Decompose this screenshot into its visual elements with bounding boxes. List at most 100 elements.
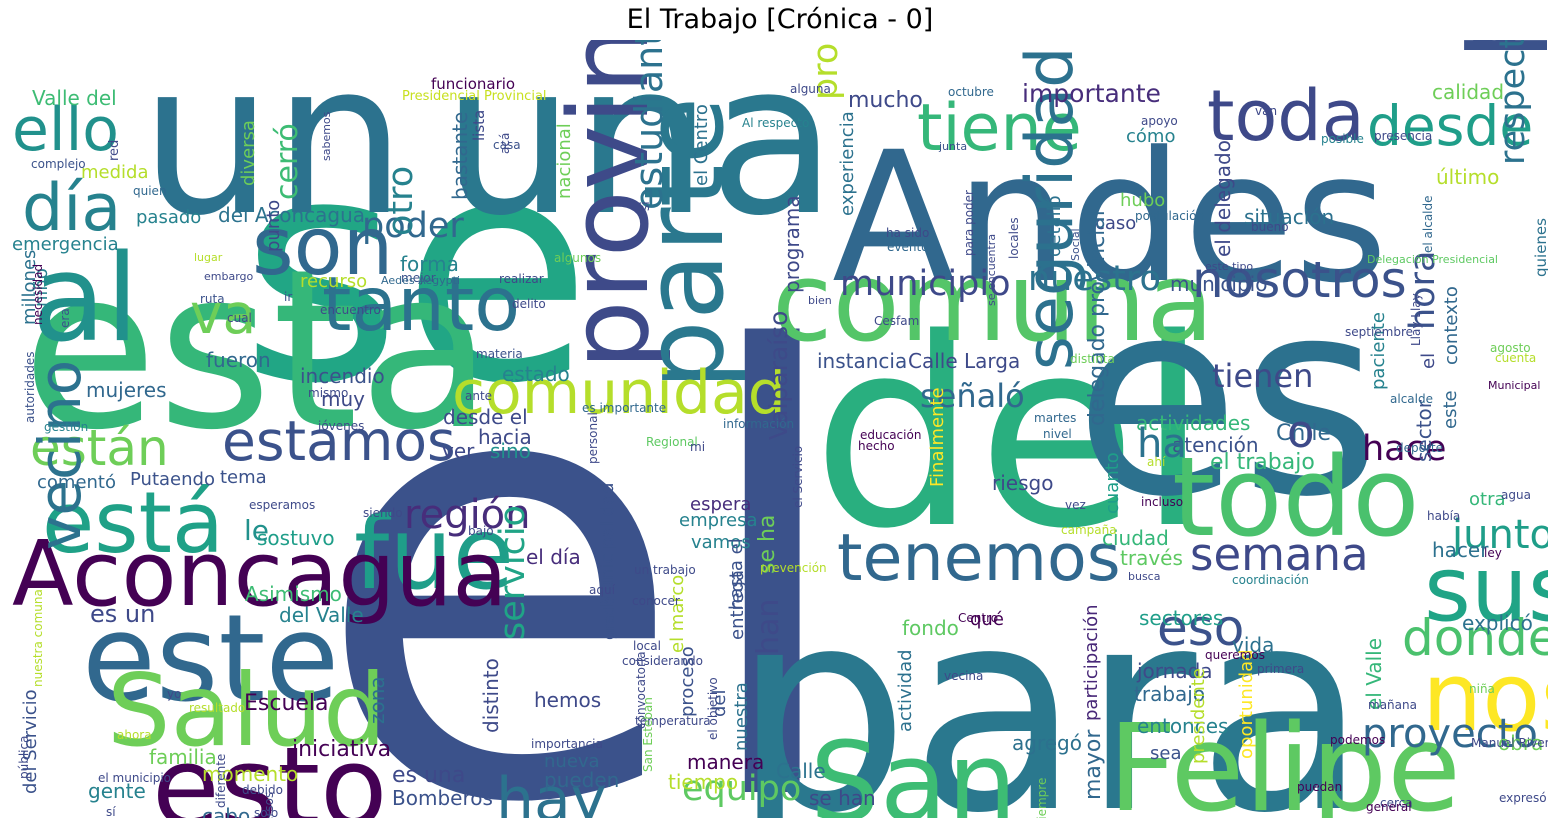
word-siempre: siempre — [1035, 778, 1049, 818]
word-nuestra-comuna: nuestra comuna — [31, 589, 45, 687]
word-forma: forma — [400, 252, 459, 276]
word-agosto: agosto — [1490, 341, 1531, 355]
word-siendo: siendo — [363, 506, 403, 520]
word-si: si — [638, 201, 652, 211]
word-proceso: proceso — [677, 646, 698, 717]
word-hacer: hacer — [1432, 538, 1489, 562]
word-mayor: mayor — [1081, 729, 1106, 800]
word-publica: pública — [17, 736, 31, 779]
word-deporte: deporte — [1396, 441, 1443, 455]
word-ir: ir — [284, 290, 292, 304]
word-otra: otra — [1469, 489, 1506, 510]
word-ahi: ahí — [1147, 455, 1166, 469]
word-un-trabajo: un trabajo — [634, 563, 696, 577]
word-agrego: agregó — [1012, 731, 1082, 755]
word-finalmente: Finalmente — [927, 387, 948, 487]
word-del-servicio: del Servicio — [20, 689, 41, 794]
word-martes: martes — [1034, 411, 1076, 425]
word-ultimo: último — [1436, 165, 1499, 189]
word-tienen: tienen — [1212, 357, 1313, 395]
word-prevencion: prevención — [760, 561, 827, 575]
word-entrega: entrega — [727, 570, 748, 640]
word-delegacion-presidencial: Delegación Presidencial — [1367, 253, 1498, 266]
word-diversos: diversos — [262, 792, 276, 818]
word-importancia: importancia — [531, 737, 603, 751]
word-quien: quien — [133, 184, 167, 198]
word-delito: delito — [512, 297, 546, 311]
word-alcalde: alcalde — [1390, 392, 1433, 406]
word-conocer: conocer — [632, 594, 680, 608]
word-el-centro: el Centro — [691, 104, 712, 186]
word-ley: ley — [1484, 546, 1502, 560]
word-esta: esta — [22, 222, 493, 478]
word-nueva: nueva — [544, 751, 600, 772]
word-distinto: distinto — [479, 658, 503, 733]
word-nos: nos — [1422, 643, 1548, 753]
word-dia: día — [22, 171, 121, 246]
word-muy: muy — [321, 387, 365, 411]
word-municipio: municipio — [1170, 272, 1267, 296]
word-estamos: estamos — [222, 409, 456, 473]
word-expreso: expresó — [1499, 791, 1547, 805]
word-provincia: provincia — [545, 40, 673, 370]
word-entonces: entonces — [1137, 714, 1228, 738]
word-mismo: mismo — [308, 386, 348, 400]
word-convocatoria: convocatoria — [634, 651, 648, 729]
word-se: se — [240, 91, 592, 452]
word-algunos: algunos — [554, 251, 601, 265]
word-fue: fue — [354, 495, 514, 612]
word-jornada: jornada — [1136, 659, 1213, 683]
word-campana: campaña — [1061, 523, 1117, 537]
word-hecho: hecho — [858, 439, 895, 453]
word-cloud: elseunaunparadelesestaAndestodocomunaper… — [12, 40, 1548, 818]
word-fueron: fueron — [206, 348, 271, 372]
word-putaendo: Putaendo — [130, 469, 215, 490]
word-se-encuentra: se encuentra — [985, 234, 998, 306]
word-nacional: nacional — [554, 123, 575, 199]
word-estudiante: estudiante — [627, 40, 671, 210]
word-trabajo: trabajo — [1134, 682, 1205, 706]
word-persona: persona — [1422, 40, 1548, 60]
word-complejo: complejo — [31, 157, 86, 171]
word-del-valle: del Valle — [279, 603, 364, 627]
word-es-un: es un — [90, 600, 155, 628]
word-vecino: vecino — [26, 360, 94, 550]
word-felipe: Felipe — [1108, 700, 1461, 818]
word-san-esteban: San Esteban — [641, 697, 655, 772]
word-el-valle: el Valle — [1362, 638, 1386, 710]
word-junta: junta — [938, 140, 967, 153]
word-empresa: empresa — [679, 510, 758, 531]
word-es: es — [1074, 241, 1381, 556]
word-hacia: hacia — [478, 425, 532, 449]
word-como: cómo — [1126, 126, 1175, 147]
word-yo: yo — [167, 687, 181, 701]
word-salud: Salud — [107, 652, 386, 769]
word-poder: poder — [362, 206, 464, 246]
word-el: el — [312, 226, 857, 818]
word-presidente: presidente — [1188, 668, 1209, 764]
word-obra: obra — [1498, 731, 1543, 755]
word-asimismo: Asimismo — [245, 582, 342, 606]
word-debido: debido — [242, 783, 283, 797]
word-programa: programa — [780, 195, 804, 293]
word-cuanto: cuanto — [1102, 452, 1123, 514]
word-comunidad: comunidad — [452, 358, 786, 428]
word-ha-sido: ha sido — [886, 226, 929, 240]
word-san: San — [810, 718, 1017, 818]
word-distinta: distinta — [1070, 352, 1115, 366]
word-el-alcalde: el alcalde — [1421, 195, 1435, 253]
word-jovenes: jóvenes — [317, 419, 364, 433]
word-mujeres: mujeres — [86, 378, 167, 402]
word-van: van — [1255, 104, 1277, 118]
word-el-objetivo: el objetivo — [706, 677, 720, 740]
word-que: qué — [970, 609, 1004, 630]
word-el-municipio: el municipio — [98, 771, 171, 785]
word-es-importante: es importante — [582, 401, 666, 415]
word-esto: esto — [152, 723, 387, 818]
word-el-servicio: el Servicio — [791, 446, 805, 508]
word-semana: semana — [1190, 528, 1369, 581]
word-municipio: municipio — [840, 264, 1011, 304]
word-para-poder: para poder — [962, 190, 976, 256]
word-momento: momento — [202, 762, 298, 786]
word-riesgo: riesgo — [992, 471, 1053, 495]
